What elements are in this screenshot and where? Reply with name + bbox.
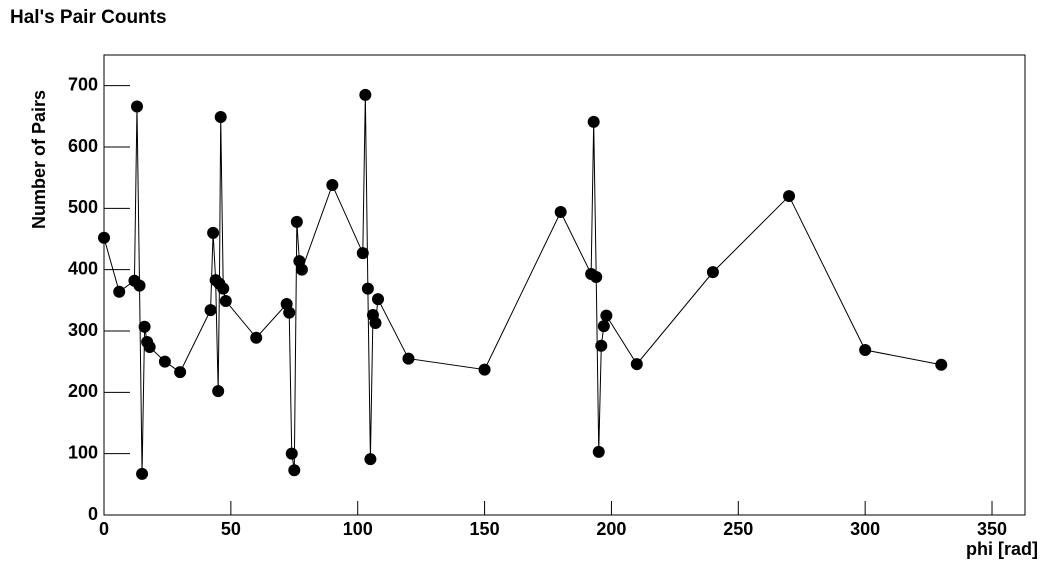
y-tick-label: 500 — [68, 197, 98, 217]
data-point — [359, 88, 372, 101]
x-tick-label: 100 — [343, 519, 373, 539]
data-point — [204, 304, 217, 317]
x-tick-label: 200 — [596, 519, 626, 539]
data-point — [706, 266, 719, 279]
data-point — [212, 385, 225, 398]
data-point — [592, 445, 605, 458]
data-point — [361, 282, 374, 295]
data-point — [478, 363, 491, 376]
data-point — [290, 215, 303, 228]
y-tick-label: 0 — [88, 504, 98, 524]
data-point — [326, 179, 339, 192]
data-point — [207, 226, 220, 239]
x-tick-label: 50 — [221, 519, 241, 539]
data-point — [288, 464, 301, 477]
data-point — [590, 271, 603, 284]
data-point — [285, 447, 298, 460]
data-point — [402, 352, 415, 365]
x-tick-label: 0 — [99, 519, 109, 539]
x-tick-label: 250 — [723, 519, 753, 539]
plot-frame — [103, 54, 1026, 516]
x-tick-label: 350 — [977, 519, 1007, 539]
x-tick-label: 300 — [850, 519, 880, 539]
data-point — [283, 306, 296, 319]
data-point — [133, 279, 146, 292]
y-tick-label: 700 — [68, 74, 98, 94]
data-line — [103, 94, 942, 474]
data-point — [174, 366, 187, 379]
x-axis-label: phi [rad] — [966, 539, 1038, 559]
data-point — [158, 355, 171, 368]
data-point — [369, 317, 382, 330]
data-point — [554, 206, 567, 219]
data-point — [250, 331, 263, 344]
y-tick-label: 100 — [68, 442, 98, 462]
data-point — [364, 453, 377, 466]
data-point — [219, 294, 232, 307]
data-point — [136, 467, 149, 480]
data-point — [295, 263, 308, 276]
data-point — [595, 339, 608, 352]
data-point — [217, 282, 230, 295]
y-tick-label: 200 — [68, 381, 98, 401]
data-point — [630, 358, 643, 371]
data-point — [935, 358, 948, 371]
x-tick-label: 150 — [470, 519, 500, 539]
data-point — [138, 320, 151, 333]
data-point — [356, 247, 369, 260]
data-point — [587, 115, 600, 128]
y-tick-label: 600 — [68, 136, 98, 156]
y-tick-label: 400 — [68, 258, 98, 278]
data-point — [783, 190, 796, 203]
y-tick-label: 300 — [68, 320, 98, 340]
chart-title: Hal's Pair Counts — [10, 7, 167, 28]
data-point — [372, 293, 385, 306]
data-point — [113, 285, 126, 298]
data-point — [600, 309, 613, 322]
data-point — [859, 344, 872, 357]
data-point — [98, 231, 110, 244]
data-point — [597, 320, 610, 333]
data-point — [143, 340, 156, 353]
data-point — [130, 100, 143, 113]
data-point — [214, 110, 227, 123]
y-axis-label: Number of Pairs — [29, 90, 49, 229]
